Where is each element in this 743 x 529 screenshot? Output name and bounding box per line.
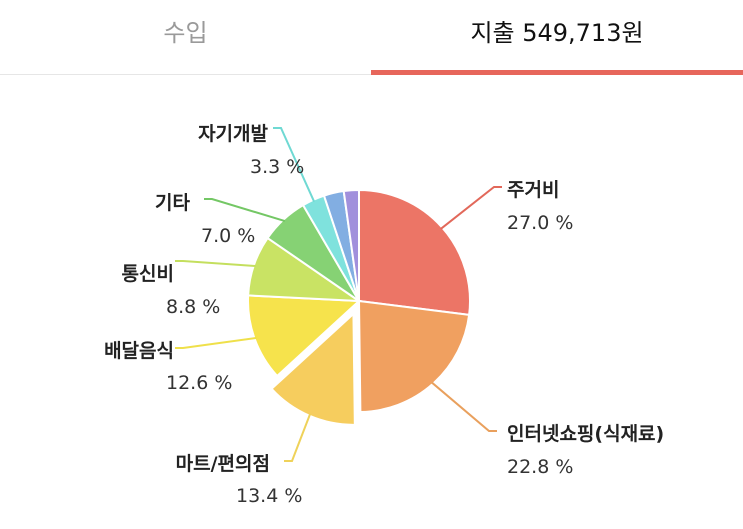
leader-line-1 [441, 187, 502, 229]
slice-label-percent-4: 12.6 % [166, 372, 232, 394]
slice-label-name-1: 주거비 [507, 179, 559, 201]
tab-income[interactable]: 수입 [0, 0, 371, 74]
pie-slices [248, 190, 470, 425]
slice-label-name-6: 기타 [155, 192, 190, 214]
leader-line-3 [284, 414, 310, 461]
expense-pie-chart: 주거비 27.0 % 인터넷쇼핑(식재료) 22.8 % 마트/편의점 13.4 % 배달음… [0, 75, 743, 529]
slice-label-percent-2: 22.8 % [507, 456, 573, 478]
tab-bar: 수입 지출 549,713원 [0, 0, 743, 75]
pie-slice-1[interactable] [359, 190, 470, 315]
tab-expense[interactable]: 지출 549,713원 [371, 0, 743, 74]
slice-label-percent-1: 27.0 % [507, 212, 573, 234]
slice-label-name-5: 통신비 [122, 263, 174, 285]
leader-line-6 [204, 199, 285, 221]
leader-line-4 [175, 338, 256, 348]
slice-label-percent-7: 3.3 % [250, 156, 304, 178]
leader-line-2 [432, 382, 497, 431]
leader-line-5 [175, 261, 256, 266]
slice-label-name-7: 자기개발 [198, 123, 268, 145]
slice-label-percent-3: 13.4 % [236, 485, 302, 507]
slice-label-name-3: 마트/편의점 [176, 453, 270, 475]
slice-label-name-4: 배달음식 [104, 340, 174, 362]
pie-slice-2[interactable] [359, 301, 469, 412]
slice-label-percent-6: 7.0 % [201, 225, 255, 247]
slice-label-name-2: 인터넷쇼핑(식재료) [507, 423, 664, 445]
slice-label-percent-5: 8.8 % [166, 296, 220, 318]
